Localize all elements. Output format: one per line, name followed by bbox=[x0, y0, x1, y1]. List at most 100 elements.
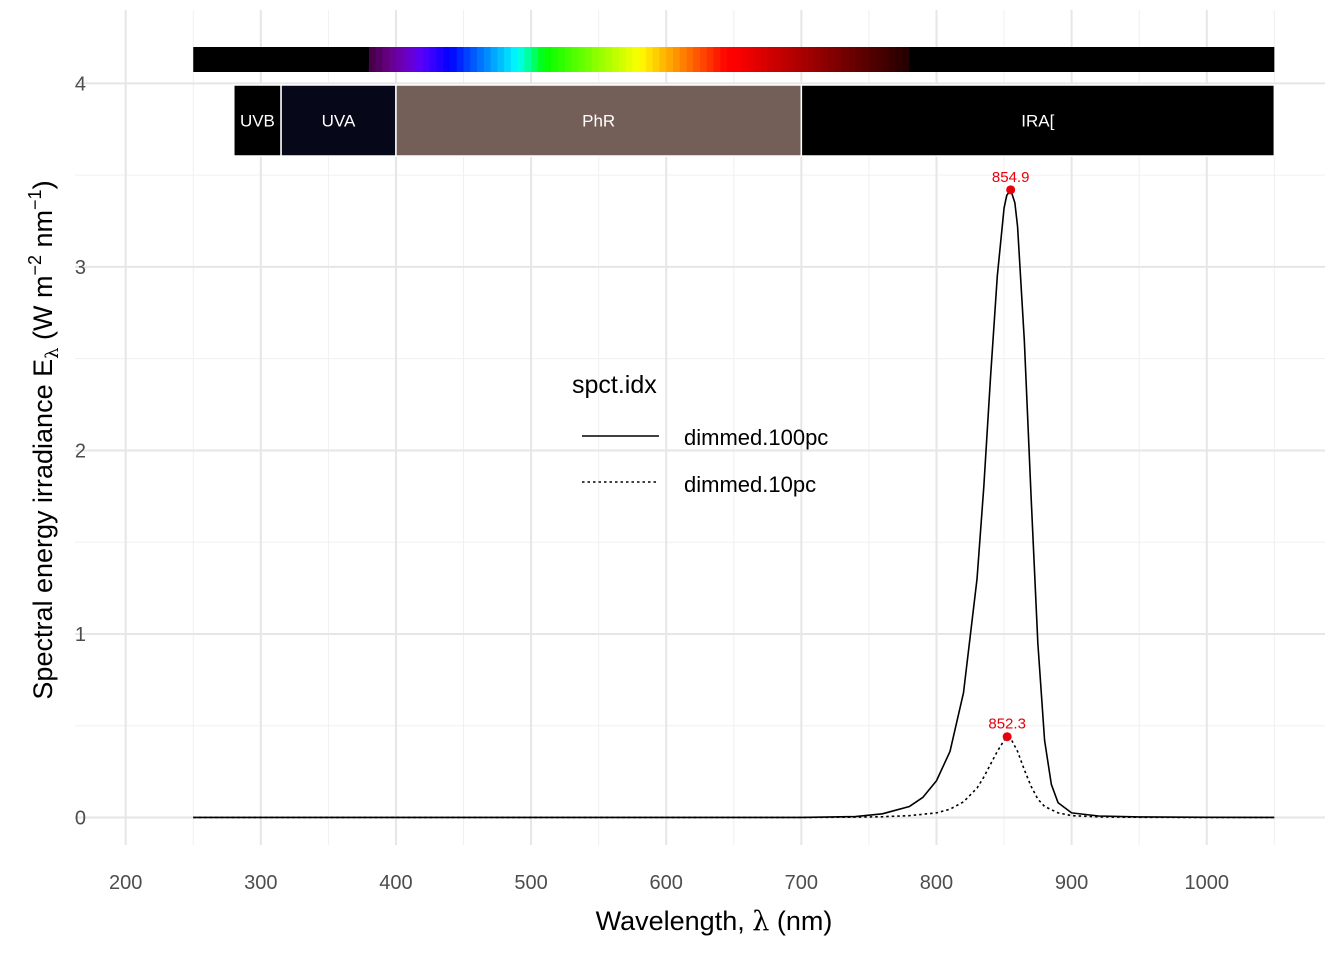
y-tick-label: 0 bbox=[75, 807, 86, 829]
color-bar-segment bbox=[578, 47, 586, 72]
x-tick-label: 500 bbox=[514, 872, 547, 894]
y-tick-label: 3 bbox=[75, 257, 86, 279]
color-bar-segment bbox=[882, 47, 890, 72]
color-bar-segment bbox=[862, 47, 870, 72]
color-bar-segment bbox=[808, 47, 816, 72]
waveband-label-uva: UVA bbox=[322, 112, 356, 131]
color-bar-segment bbox=[868, 47, 877, 72]
color-bar-segment bbox=[422, 47, 431, 72]
y-tick-label: 1 bbox=[75, 624, 86, 646]
color-bar-segment bbox=[362, 47, 370, 72]
color-bar-segment bbox=[389, 47, 397, 72]
waveband-bar: UVB UVA PhR IRA[ bbox=[233, 84, 1276, 157]
waveband-label-phr: PhR bbox=[582, 112, 615, 131]
color-bar-segment bbox=[821, 47, 829, 72]
color-bar-segment bbox=[794, 47, 802, 72]
x-tick-label: 300 bbox=[244, 872, 277, 894]
y-tick-label: 2 bbox=[75, 440, 86, 462]
color-bar-segment bbox=[848, 47, 857, 72]
y-tick-labels: 0 1 2 3 4 bbox=[75, 73, 86, 829]
peak-label-0: 854.9 bbox=[992, 169, 1030, 186]
waveband-box-ira bbox=[800, 84, 1276, 157]
color-bar-segment bbox=[781, 47, 789, 72]
color-bar-segment bbox=[909, 47, 917, 72]
color-bar-segment bbox=[632, 47, 640, 72]
color-bar-segment bbox=[436, 47, 444, 72]
y-axis-title: Spectral energy irradiance Eλ (W m−2 nm−… bbox=[25, 180, 63, 699]
color-bar-segment bbox=[754, 47, 762, 72]
color-bar-segment bbox=[767, 47, 775, 72]
legend: spct.idx dimmed.100pc dimmed.10pc bbox=[572, 371, 828, 497]
color-bar-segment bbox=[531, 47, 539, 72]
color-bar-segment bbox=[929, 47, 938, 72]
x-tick-label: 400 bbox=[379, 872, 412, 894]
x-tick-label: 200 bbox=[109, 872, 142, 894]
color-bar-segment bbox=[429, 47, 438, 72]
color-bar-segment bbox=[639, 47, 647, 72]
peak-point-1 bbox=[1002, 732, 1012, 742]
color-bar-segment bbox=[395, 47, 404, 72]
color-bar-segment bbox=[497, 47, 505, 72]
color-bar-segment bbox=[889, 47, 897, 72]
color-bar-segment bbox=[612, 47, 620, 72]
peak-label-1: 852.3 bbox=[988, 716, 1026, 733]
peak-point-0 bbox=[1006, 185, 1016, 195]
color-bar-segment bbox=[855, 47, 863, 72]
color-bar-segment bbox=[558, 47, 566, 72]
color-bar-segment bbox=[625, 47, 634, 72]
color-bar-segment bbox=[402, 47, 411, 72]
color-bar-segment bbox=[375, 47, 384, 72]
color-bar-segment bbox=[517, 47, 525, 72]
color-bar-segment bbox=[916, 47, 924, 72]
color-bar-segment bbox=[679, 47, 688, 72]
color-bar-segment bbox=[733, 47, 742, 72]
color-bar-segment bbox=[585, 47, 593, 72]
color-bar-segment bbox=[382, 47, 390, 72]
x-tick-label: 800 bbox=[920, 872, 953, 894]
color-bar-segment bbox=[760, 47, 769, 72]
color-bar-segment bbox=[551, 47, 559, 72]
color-bar-segment bbox=[713, 47, 721, 72]
color-bar-segment bbox=[524, 47, 532, 72]
grid-major bbox=[75, 10, 1325, 845]
waveband-label-uvb: UVB bbox=[240, 112, 275, 131]
color-bar-segment bbox=[693, 47, 701, 72]
waveband-label-ira: IRA[ bbox=[1021, 112, 1054, 131]
color-bar-segment bbox=[727, 47, 735, 72]
color-bar-segment bbox=[835, 47, 843, 72]
color-bar-segment bbox=[544, 47, 552, 72]
color-bar-segment bbox=[700, 47, 708, 72]
legend-label-dimmed-100pc: dimmed.100pc bbox=[684, 425, 828, 450]
color-bar-segment bbox=[652, 47, 661, 72]
color-bar-segment bbox=[740, 47, 748, 72]
color-bar-segment bbox=[483, 47, 492, 72]
color-bar-segment bbox=[875, 47, 884, 72]
legend-title: spct.idx bbox=[572, 371, 657, 399]
x-tick-label: 900 bbox=[1055, 872, 1088, 894]
color-bar-segment bbox=[368, 47, 377, 72]
series-line-dimmed-100pc bbox=[193, 189, 1275, 819]
color-bar-segment bbox=[490, 47, 498, 72]
color-bar-segment bbox=[605, 47, 613, 72]
x-tick-label: 1000 bbox=[1185, 872, 1230, 894]
color-bar-segment bbox=[571, 47, 579, 72]
color-bar-segment bbox=[774, 47, 782, 72]
y-tick-label: 4 bbox=[75, 73, 86, 95]
color-bar-segment bbox=[672, 47, 681, 72]
color-bar-segment bbox=[510, 47, 519, 72]
color-bar-segment bbox=[416, 47, 424, 72]
x-tick-labels: 200 300 400 500 600 700 800 900 1000 bbox=[109, 872, 1229, 894]
color-bar-segment bbox=[409, 47, 417, 72]
x-tick-label: 600 bbox=[650, 872, 683, 894]
color-bar-segment bbox=[504, 47, 512, 72]
waveband-box-phr bbox=[395, 84, 803, 157]
color-bar-segment bbox=[456, 47, 465, 72]
color-bar-segment bbox=[355, 47, 363, 72]
color-bar-segment bbox=[450, 47, 458, 72]
color-bar-segment bbox=[618, 47, 627, 72]
color-bar-segment bbox=[470, 47, 478, 72]
color-bar-segment bbox=[666, 47, 674, 72]
color-bar-segment bbox=[598, 47, 607, 72]
peak-markers: 854.9 852.3 bbox=[988, 169, 1030, 742]
spectrum-color-bar bbox=[193, 47, 1275, 72]
